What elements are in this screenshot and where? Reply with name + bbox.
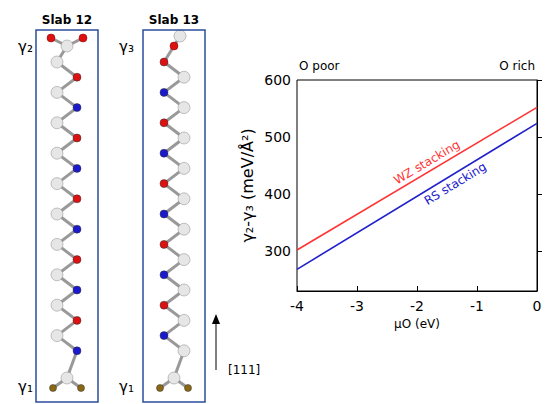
svg-text:[111]: [111] bbox=[228, 363, 260, 377]
svg-text:O poor: O poor bbox=[299, 59, 340, 73]
svg-text:300: 300 bbox=[264, 243, 291, 259]
svg-text:μO (eV): μO (eV) bbox=[394, 317, 440, 331]
svg-text:-2: -2 bbox=[410, 298, 424, 314]
svg-text:400: 400 bbox=[264, 186, 291, 202]
svg-text:γ₃: γ₃ bbox=[119, 38, 134, 56]
svg-text:γ₂: γ₂ bbox=[18, 38, 33, 56]
svg-text:γ₂-γ₃ (meV/Å²): γ₂-γ₃ (meV/Å²) bbox=[238, 128, 257, 242]
svg-text:0: 0 bbox=[533, 298, 542, 314]
svg-text:-3: -3 bbox=[350, 298, 364, 314]
svg-text:600: 600 bbox=[264, 72, 291, 88]
svg-text:O rich: O rich bbox=[499, 59, 535, 73]
svg-text:WZ stacking: WZ stacking bbox=[391, 137, 463, 188]
svg-text:-1: -1 bbox=[470, 298, 484, 314]
svg-text:500: 500 bbox=[264, 129, 291, 145]
svg-text:γ₁: γ₁ bbox=[18, 378, 33, 396]
svg-text:γ₁: γ₁ bbox=[119, 378, 134, 396]
svg-text:Slab 12: Slab 12 bbox=[42, 13, 92, 27]
svg-text:RS stacking: RS stacking bbox=[422, 159, 489, 207]
svg-text:-4: -4 bbox=[290, 298, 304, 314]
svg-text:Slab 13: Slab 13 bbox=[149, 13, 199, 27]
